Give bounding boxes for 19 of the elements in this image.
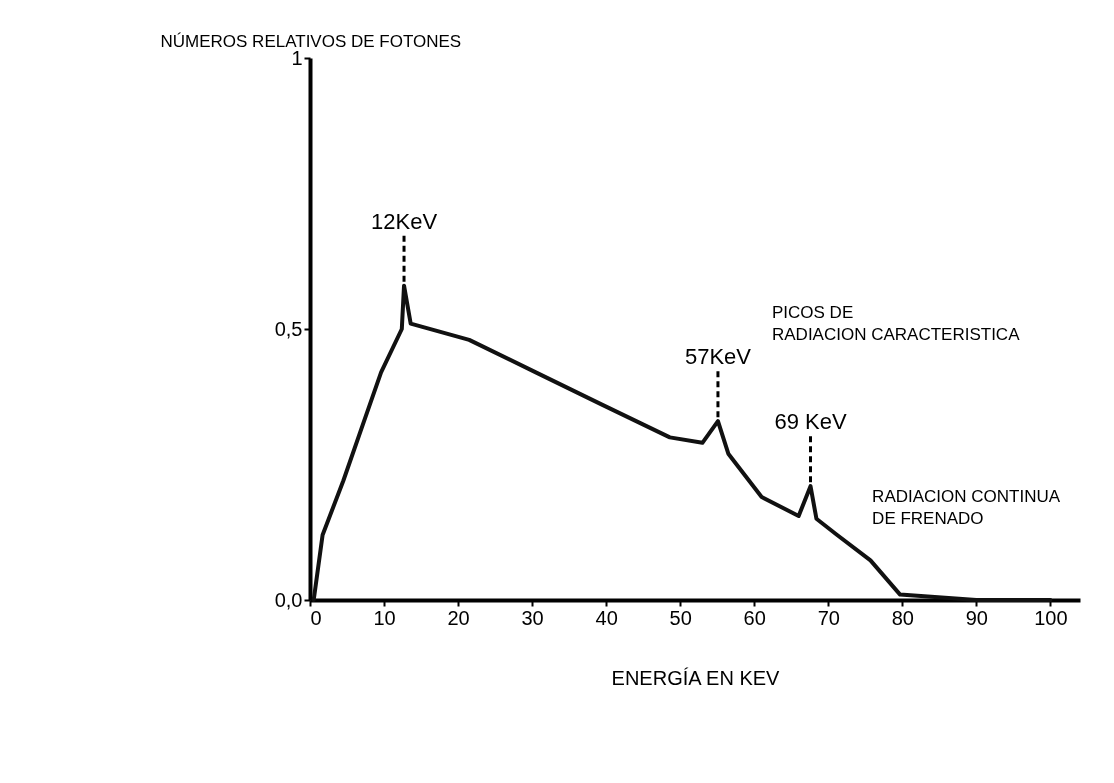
x-tick-label: 40 (595, 606, 618, 629)
annotation: 12KeV (371, 208, 438, 234)
y-tick-label: 0,5 (274, 317, 303, 340)
x-tick-label: 90 (965, 606, 988, 629)
x-tick-label: 70 (817, 606, 840, 629)
annotation: PICOS DE RADIACION CARACTERISTICA (772, 302, 1021, 344)
y-tick-label: 0,0 (274, 588, 303, 611)
x-axis-title: ENERGÍA EN KEV (611, 666, 781, 689)
annotation: RADIACION CONTINUA DE FRENADO (872, 487, 1061, 529)
annotation: 57KeV (684, 344, 752, 370)
x-tick-label: 30 (521, 606, 544, 629)
x-tick-label: 80 (891, 606, 914, 629)
x-tick-label: 50 (669, 606, 692, 629)
x-tick-label: 100 (1034, 606, 1068, 629)
annotation: 69 KeV (774, 409, 847, 435)
x-tick-label: 0 (310, 606, 322, 629)
x-tick-label: 10 (373, 606, 396, 629)
x-tick-label: 60 (743, 606, 766, 629)
x-tick-label: 20 (447, 606, 470, 629)
